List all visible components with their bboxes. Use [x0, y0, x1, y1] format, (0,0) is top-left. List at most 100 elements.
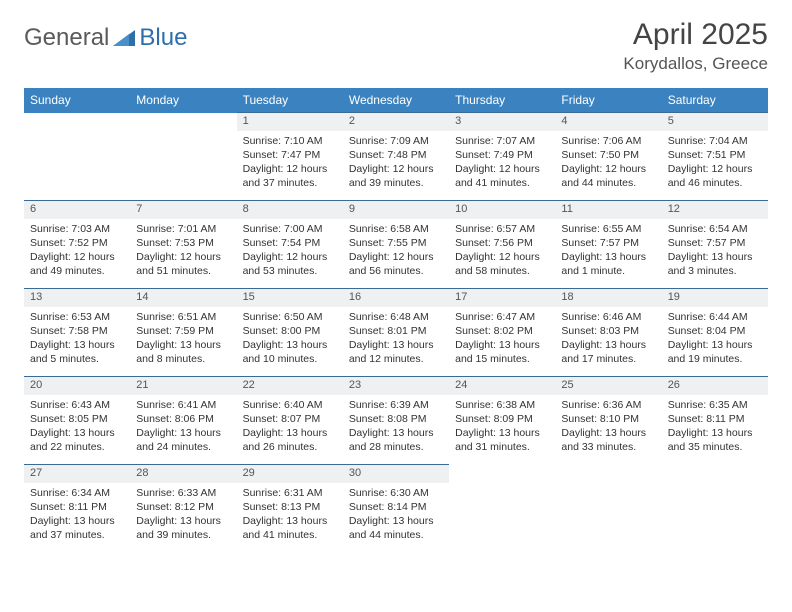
day-detail-cell: Sunrise: 6:57 AMSunset: 7:56 PMDaylight:… — [449, 219, 555, 289]
logo-text-part1: General — [24, 24, 109, 52]
day-detail-cell: Sunrise: 6:43 AMSunset: 8:05 PMDaylight:… — [24, 395, 130, 465]
day-detail-cell: Sunrise: 7:01 AMSunset: 7:53 PMDaylight:… — [130, 219, 236, 289]
day-number-cell: 11 — [555, 201, 661, 219]
sunset-line: Sunset: 7:48 PM — [349, 148, 443, 162]
day-detail-cell: Sunrise: 6:39 AMSunset: 8:08 PMDaylight:… — [343, 395, 449, 465]
day-detail-row: Sunrise: 6:34 AMSunset: 8:11 PMDaylight:… — [24, 483, 768, 553]
day-number-cell — [130, 113, 236, 131]
sunset-line: Sunset: 8:10 PM — [561, 412, 655, 426]
day-number-row: 20212223242526 — [24, 377, 768, 395]
daylight-line: Daylight: 13 hours and 8 minutes. — [136, 338, 230, 366]
sunset-line: Sunset: 7:56 PM — [455, 236, 549, 250]
sunset-line: Sunset: 7:53 PM — [136, 236, 230, 250]
day-number-cell: 20 — [24, 377, 130, 395]
daylight-line: Daylight: 13 hours and 17 minutes. — [561, 338, 655, 366]
sunset-line: Sunset: 8:03 PM — [561, 324, 655, 338]
sunset-line: Sunset: 8:04 PM — [668, 324, 762, 338]
sunrise-line: Sunrise: 6:44 AM — [668, 310, 762, 324]
day-detail-cell: Sunrise: 6:35 AMSunset: 8:11 PMDaylight:… — [662, 395, 768, 465]
sunset-line: Sunset: 8:01 PM — [349, 324, 443, 338]
daylight-line: Daylight: 13 hours and 1 minute. — [561, 250, 655, 278]
sunrise-line: Sunrise: 6:36 AM — [561, 398, 655, 412]
day-detail-cell: Sunrise: 6:51 AMSunset: 7:59 PMDaylight:… — [130, 307, 236, 377]
daylight-line: Daylight: 13 hours and 19 minutes. — [668, 338, 762, 366]
daylight-line: Daylight: 12 hours and 58 minutes. — [455, 250, 549, 278]
sunrise-line: Sunrise: 6:54 AM — [668, 222, 762, 236]
day-detail-row: Sunrise: 6:43 AMSunset: 8:05 PM Daylight:… — [24, 395, 768, 465]
sunrise-line: Sunrise: 6:57 AM — [455, 222, 549, 236]
day-detail-cell — [449, 483, 555, 553]
daylight-line: Daylight: 13 hours and 41 minutes. — [243, 514, 337, 542]
sunset-line: Sunset: 7:57 PM — [668, 236, 762, 250]
sunset-line: Sunset: 7:49 PM — [455, 148, 549, 162]
logo-triangle-icon — [113, 28, 135, 49]
sunrise-line: Sunrise: 6:31 AM — [243, 486, 337, 500]
sunset-line: Sunset: 7:51 PM — [668, 148, 762, 162]
day-number-cell: 4 — [555, 113, 661, 131]
sunset-line: Sunset: 8:05 PM — [30, 412, 124, 426]
day-detail-cell: Sunrise: 6:55 AMSunset: 7:57 PMDaylight:… — [555, 219, 661, 289]
sunrise-line: Sunrise: 7:04 AM — [668, 134, 762, 148]
day-number-cell: 16 — [343, 289, 449, 307]
sunrise-line: Sunrise: 6:35 AM — [668, 398, 762, 412]
sunrise-line: Sunrise: 6:46 AM — [561, 310, 655, 324]
sunset-line: Sunset: 7:58 PM — [30, 324, 124, 338]
day-detail-cell: Sunrise: 6:46 AMSunset: 8:03 PMDaylight:… — [555, 307, 661, 377]
day-number-cell: 13 — [24, 289, 130, 307]
day-number-cell: 6 — [24, 201, 130, 219]
sunrise-line: Sunrise: 6:48 AM — [349, 310, 443, 324]
day-header: Monday — [130, 88, 236, 113]
day-number-cell: 5 — [662, 113, 768, 131]
sunset-line: Sunset: 7:55 PM — [349, 236, 443, 250]
day-number-cell: 12 — [662, 201, 768, 219]
day-detail-cell: Sunrise: 6:38 AMSunset: 8:09 PMDaylight:… — [449, 395, 555, 465]
title-block: April 2025 Korydallos, Greece — [623, 18, 768, 74]
day-number-cell: 29 — [237, 465, 343, 483]
daylight-line: Daylight: 12 hours and 46 minutes. — [668, 162, 762, 190]
daylight-line: Daylight: 13 hours and 33 minutes. — [561, 426, 655, 454]
day-detail-cell: Sunrise: 7:04 AMSunset: 7:51 PMDaylight:… — [662, 131, 768, 201]
sunrise-line: Sunrise: 6:55 AM — [561, 222, 655, 236]
location-label: Korydallos, Greece — [623, 54, 768, 74]
daylight-line: Daylight: 12 hours and 53 minutes. — [243, 250, 337, 278]
sunrise-line: Sunrise: 6:47 AM — [455, 310, 549, 324]
daylight-line: Daylight: 12 hours and 37 minutes. — [243, 162, 337, 190]
day-number-cell: 25 — [555, 377, 661, 395]
day-detail-cell — [555, 483, 661, 553]
day-detail-cell: Sunrise: 7:09 AMSunset: 7:48 PMDaylight:… — [343, 131, 449, 201]
sunset-line: Sunset: 8:02 PM — [455, 324, 549, 338]
daylight-line: Daylight: 13 hours and 31 minutes. — [455, 426, 549, 454]
day-detail-cell: Sunrise: 6:40 AMSunset: 8:07 PMDaylight:… — [237, 395, 343, 465]
daylight-line: Daylight: 12 hours and 44 minutes. — [561, 162, 655, 190]
logo: General Blue — [24, 24, 187, 52]
daylight-line: Daylight: 12 hours and 39 minutes. — [349, 162, 443, 190]
day-number-cell: 28 — [130, 465, 236, 483]
day-detail-row: Sunrise: 7:10 AMSunset: 7:47 PMDaylight:… — [24, 131, 768, 201]
sunrise-line: Sunrise: 6:58 AM — [349, 222, 443, 236]
day-detail-cell: Sunrise: 6:58 AMSunset: 7:55 PMDaylight:… — [343, 219, 449, 289]
day-number-cell: 19 — [662, 289, 768, 307]
sunrise-line: Sunrise: 6:50 AM — [243, 310, 337, 324]
daylight-line: Daylight: 13 hours and 3 minutes. — [668, 250, 762, 278]
sunrise-line: Sunrise: 7:06 AM — [561, 134, 655, 148]
day-number-cell: 9 — [343, 201, 449, 219]
sunset-line: Sunset: 8:11 PM — [30, 500, 124, 514]
sunrise-line: Sunrise: 6:43 AM — [30, 398, 124, 412]
daylight-line: Daylight: 13 hours and 5 minutes. — [30, 338, 124, 366]
day-number-cell: 22 — [237, 377, 343, 395]
sunset-line: Sunset: 8:14 PM — [349, 500, 443, 514]
sunrise-line: Sunrise: 6:39 AM — [349, 398, 443, 412]
sunset-line: Sunset: 8:07 PM — [243, 412, 337, 426]
sunset-line: Sunset: 7:47 PM — [243, 148, 337, 162]
sunrise-line: Sunrise: 7:07 AM — [455, 134, 549, 148]
day-detail-cell: Sunrise: 6:53 AMSunset: 7:58 PMDaylight:… — [24, 307, 130, 377]
sunrise-line: Sunrise: 6:38 AM — [455, 398, 549, 412]
sunset-line: Sunset: 8:08 PM — [349, 412, 443, 426]
day-number-cell — [24, 113, 130, 131]
daylight-line: Daylight: 13 hours and 28 minutes. — [349, 426, 443, 454]
day-header: Tuesday — [237, 88, 343, 113]
day-header: Saturday — [662, 88, 768, 113]
day-detail-cell: Sunrise: 6:48 AMSunset: 8:01 PMDaylight:… — [343, 307, 449, 377]
daylight-line: Daylight: 12 hours and 41 minutes. — [455, 162, 549, 190]
day-detail-cell: Sunrise: 7:00 AMSunset: 7:54 PMDaylight:… — [237, 219, 343, 289]
